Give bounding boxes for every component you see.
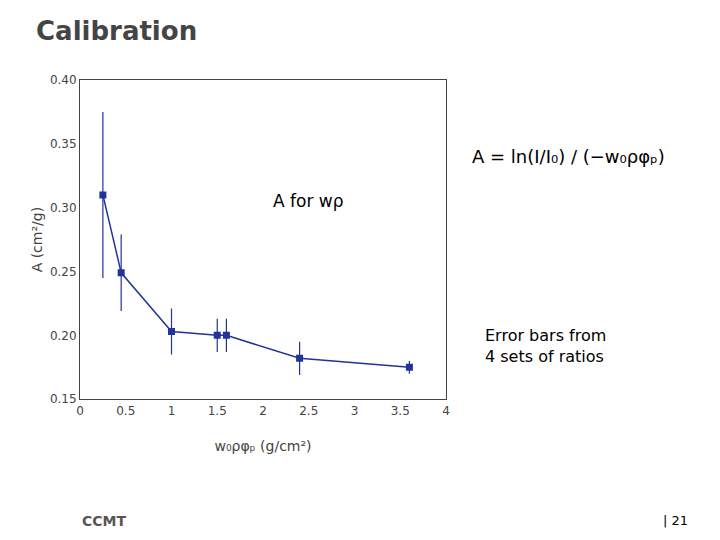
svg-text:w₀ρφₚ (g/cm²): w₀ρφₚ (g/cm²) [214,438,311,454]
svg-text:A for wρ: A for wρ [273,191,344,211]
svg-text:0.5: 0.5 [116,404,135,418]
svg-text:Error bars from4 sets of ratio: Error bars from4 sets of ratios [485,326,606,366]
svg-text:0.30: 0.30 [50,201,77,215]
svg-text:0.40: 0.40 [50,73,77,87]
svg-text:3: 3 [351,404,359,418]
svg-text:0.15: 0.15 [50,392,77,406]
svg-text:A = ln(I/I₀) / (−w₀ρφₚ): A = ln(I/I₀) / (−w₀ρφₚ) [472,146,665,167]
svg-text:0.20: 0.20 [50,329,77,343]
svg-text:| 21: | 21 [663,513,688,528]
svg-text:0.35: 0.35 [50,137,77,151]
svg-text:Calibration: Calibration [36,16,197,46]
svg-text:2.5: 2.5 [299,404,318,418]
svg-text:0: 0 [76,404,84,418]
svg-text:A (cm²/g): A (cm²/g) [29,207,45,273]
svg-text:1: 1 [168,404,176,418]
svg-text:4: 4 [442,404,450,418]
svg-text:2: 2 [259,404,267,418]
svg-text:1.5: 1.5 [208,404,227,418]
svg-text:0.25: 0.25 [50,265,77,279]
svg-text:CCMT: CCMT [82,513,126,529]
svg-text:3.5: 3.5 [391,404,410,418]
